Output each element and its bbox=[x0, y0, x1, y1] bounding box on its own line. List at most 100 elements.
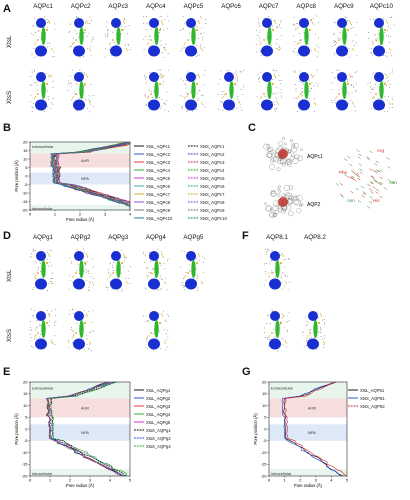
legend-item: XtsL_AQPg4 bbox=[134, 410, 204, 418]
panel-a-structure bbox=[144, 69, 169, 112]
B-xtick-label: 1 bbox=[54, 212, 57, 217]
panel-d-structure bbox=[142, 310, 169, 351]
legend-label: XtsL_AQPc7 bbox=[146, 191, 170, 197]
G-region-band bbox=[269, 468, 347, 476]
legend-swatch-icon bbox=[134, 421, 144, 423]
legend-label: XtsL_AQPc1 bbox=[146, 143, 170, 149]
E-series-line bbox=[46, 381, 121, 477]
panel-e-plot: extracellular Ar/R NPA intracellular 20 15 10 5… bbox=[14, 378, 132, 488]
E-xtick-label: 2 bbox=[69, 478, 72, 483]
legend-swatch-icon bbox=[134, 185, 144, 187]
E-ytick-label: 0 bbox=[25, 426, 28, 431]
panel-d-letter: D bbox=[3, 230, 11, 242]
G-xlabel: Pore radius (Å) bbox=[294, 483, 323, 488]
panel-a-col-title: AQPc4 bbox=[145, 3, 166, 10]
E-region-label: intracellular bbox=[32, 471, 53, 476]
E-region-band bbox=[30, 398, 130, 418]
legend-label: XtsL_AQPc4 bbox=[146, 167, 170, 173]
panel-f-structure bbox=[263, 248, 291, 291]
panel-a-col-title: AQPc10 bbox=[369, 3, 393, 10]
B-xlabel: Pore radius (Å) bbox=[66, 217, 95, 222]
panel-c-figure: AQPc1 AQP2 Arg Phe His Asn Asn bbox=[255, 130, 405, 228]
B-series-line bbox=[50, 141, 131, 210]
panel-a-col-title: AQPc2 bbox=[70, 3, 91, 10]
G-ytick-label: 15 bbox=[262, 391, 267, 396]
panel-a-structure bbox=[331, 16, 358, 58]
G-ytick-label: -5 bbox=[263, 438, 267, 443]
panel-d-row-label: XtsS bbox=[6, 328, 13, 342]
legend-label: XtsL_AQPc8 bbox=[146, 199, 170, 205]
legend-label: XtsS_AQP82 bbox=[360, 403, 385, 409]
legend-swatch-icon bbox=[188, 169, 198, 171]
legend-swatch-icon bbox=[134, 201, 144, 203]
legend-label: XtsS_AQPc5 bbox=[200, 175, 225, 181]
panel-g-letter: G bbox=[242, 366, 251, 378]
legend-swatch-icon bbox=[188, 217, 198, 219]
B-ytick-label: -15 bbox=[22, 199, 29, 204]
panel-a-structure bbox=[292, 15, 320, 57]
panel-a-structure bbox=[256, 69, 282, 112]
legend-swatch-icon bbox=[134, 437, 144, 439]
legend-label: XtsL_AQPc3 bbox=[146, 159, 170, 165]
panel-e-letter: E bbox=[3, 366, 11, 378]
G-ylabel: Pore position (Å) bbox=[253, 413, 258, 445]
B-series-line bbox=[50, 141, 131, 210]
legend-swatch-icon bbox=[188, 201, 198, 203]
B-region-label: Ar/R bbox=[81, 158, 89, 163]
residue-label: Asn bbox=[389, 180, 397, 185]
legend-swatch-icon bbox=[188, 145, 198, 147]
panel-a-row-label: XtsL bbox=[6, 35, 13, 48]
panel-g-legend: XtsL_AQP81 XtsS_AQP81 XtsS_AQP82 bbox=[348, 386, 408, 410]
legend-swatch-icon bbox=[188, 185, 198, 187]
panel-d-col-title: AQPg4 bbox=[145, 234, 166, 241]
legend-item: XtsS_AQPc5 bbox=[188, 174, 242, 182]
protein-structure bbox=[263, 136, 303, 172]
legend-swatch-icon bbox=[134, 405, 144, 407]
panel-g-plot: Extracellular Ar/R NPA intracellular 20 15 10 5… bbox=[253, 378, 371, 488]
legend-item: XtsS_AQPc2 bbox=[188, 150, 242, 158]
B-ytick-label: 20 bbox=[23, 139, 28, 144]
B-xtick-label: 2 bbox=[79, 212, 82, 217]
legend-label: XtsS_AQPg2 bbox=[146, 435, 171, 441]
E-ytick-label: 15 bbox=[23, 391, 28, 396]
legend-item: XtsS_AQPc9 bbox=[188, 206, 242, 214]
E-region-band bbox=[30, 468, 130, 476]
panel-b-legend: XtsL_AQPc1 XtsS_AQPc1 XtsL_AQPc2 XtsS_AQPc2… bbox=[134, 142, 242, 222]
panel-f-col-title: AQP8.1 bbox=[266, 234, 288, 241]
legend-label: XtsL_AQPg2 bbox=[146, 395, 171, 401]
panel-d-structure bbox=[68, 248, 94, 291]
B-region-label: extracellular bbox=[32, 144, 54, 149]
legend-item: XtsS_AQPc1 bbox=[188, 142, 242, 150]
B-xtick-label: 4 bbox=[129, 212, 132, 217]
E-xtick-label: 5 bbox=[129, 478, 132, 483]
legend-label: XtsS_AQPc3 bbox=[200, 159, 225, 165]
E-region-label: NPA bbox=[81, 430, 89, 435]
E-ytick-label: 20 bbox=[23, 379, 28, 384]
G-xtick-label: 2 bbox=[299, 478, 302, 483]
G-region-label: Ar/R bbox=[308, 405, 316, 410]
panel-a-structure bbox=[104, 18, 131, 58]
panel-a-structure bbox=[331, 69, 358, 112]
E-xlabel: Pore radius (Å) bbox=[66, 483, 95, 488]
legend-item: XtsL_AQPc10 bbox=[134, 214, 188, 222]
panel-d-structure bbox=[29, 308, 57, 350]
B-xtick-label: 0 bbox=[29, 212, 32, 217]
B-ytick-label: 0 bbox=[25, 173, 28, 178]
panel-a-col-title: AQPc9 bbox=[333, 3, 354, 10]
legend-item: XtsL_AQPg3 bbox=[134, 402, 204, 410]
legend-item: XtsS_AQPc10 bbox=[188, 214, 242, 222]
legend-item: XtsL_AQPg2 bbox=[134, 394, 204, 402]
legend-label: XtsL_AQPg5 bbox=[146, 419, 171, 425]
E-ytick-label: -10 bbox=[22, 450, 29, 455]
G-ytick-label: 10 bbox=[262, 403, 267, 408]
B-region-band bbox=[30, 172, 130, 185]
panel-c-letter: C bbox=[248, 122, 256, 134]
panel-a-structure bbox=[68, 16, 94, 59]
panel-a-structure bbox=[180, 69, 206, 112]
panel-d-row-label: XtsL bbox=[6, 269, 13, 282]
legend-swatch-icon bbox=[134, 145, 144, 147]
panel-a-col-title: AQPc8 bbox=[296, 3, 316, 10]
legend-item: XtsS_AQPc8 bbox=[188, 198, 242, 206]
legend-item: XtsL_AQPg5 bbox=[134, 418, 204, 426]
residue-label: His bbox=[373, 198, 380, 203]
